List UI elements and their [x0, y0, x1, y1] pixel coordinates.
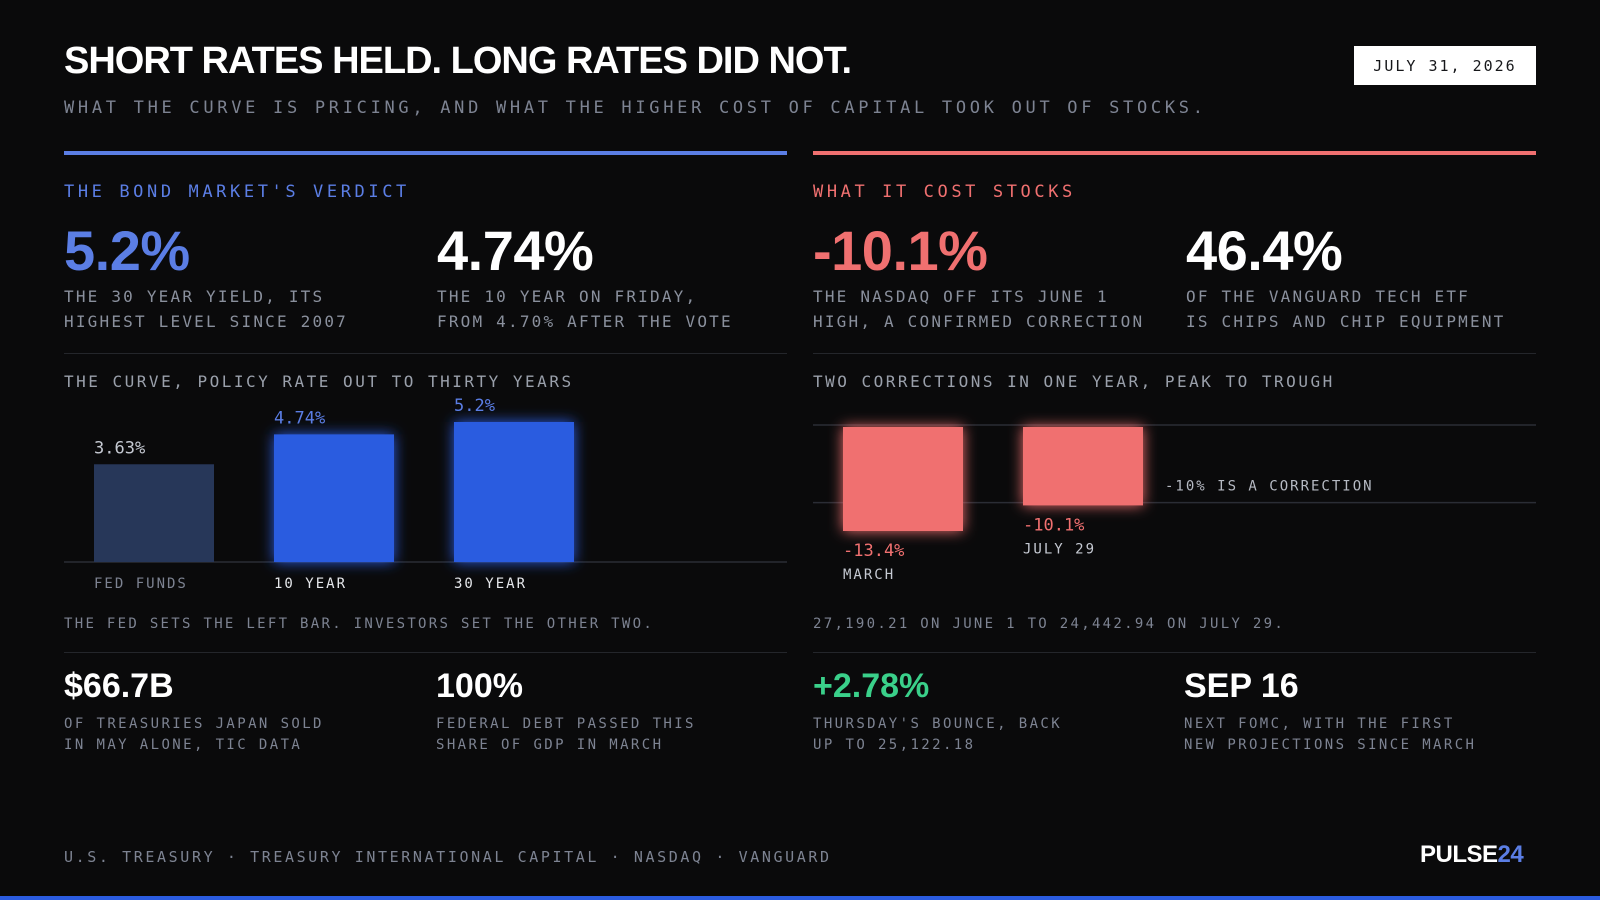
- caption-line: OF TREASURIES JAPAN SOLD: [64, 716, 324, 732]
- date-badge: JULY 31, 2026: [1354, 46, 1536, 85]
- threshold-label: -10% IS A CORRECTION: [1165, 479, 1374, 495]
- caption-line: NEXT FOMC, WITH THE FIRST: [1184, 716, 1455, 732]
- caption-line: IN MAY ALONE, TIC DATA: [64, 737, 303, 753]
- yield-curve-chart-title: THE CURVE, POLICY RATE OUT TO THIRTY YEA…: [64, 372, 574, 391]
- nasdaq-drawdown-value: -10.1%: [813, 219, 988, 282]
- left-divider-top: [64, 353, 787, 354]
- page-subtitle: WHAT THE CURVE IS PRICING, AND WHAT THE …: [64, 98, 1207, 118]
- caption-line: OF THE VANGUARD TECH ETF: [1186, 287, 1470, 306]
- yield-bar: [274, 434, 394, 562]
- next-fomc-value: SEP 16: [1184, 667, 1299, 705]
- left-divider-bottom: [64, 652, 787, 653]
- logo-main: PULSE: [1420, 841, 1498, 868]
- caption-line: HIGHEST LEVEL SINCE 2007: [64, 312, 348, 331]
- thirty-year-yield-value: 5.2%: [64, 219, 190, 282]
- yield-chart-note: THE FED SETS THE LEFT BAR. INVESTORS SET…: [64, 616, 655, 632]
- bar-value-label: 3.63%: [94, 438, 145, 458]
- bar-category-label: MARCH: [843, 567, 895, 583]
- debt-to-gdp-caption: FEDERAL DEBT PASSED THIS SHARE OF GDP IN…: [436, 714, 696, 756]
- caption-line: THURSDAY'S BOUNCE, BACK: [813, 716, 1063, 732]
- bar-value-label: -13.4%: [843, 541, 904, 561]
- nasdaq-drawdown-caption: THE NASDAQ OFF ITS JUNE 1 HIGH, A CONFIR…: [813, 284, 1144, 334]
- caption-line: IS CHIPS AND CHIP EQUIPMENT: [1186, 312, 1506, 331]
- japan-treasury-sales-caption: OF TREASURIES JAPAN SOLD IN MAY ALONE, T…: [64, 714, 324, 756]
- bottom-accent-bar: [0, 896, 1600, 900]
- corrections-chart-title: TWO CORRECTIONS IN ONE YEAR, PEAK TO TRO…: [813, 372, 1335, 391]
- bar-value-label: 4.74%: [274, 408, 325, 428]
- left-section-heading: THE BOND MARKET'S VERDICT: [64, 182, 410, 202]
- ten-year-yield-value: 4.74%: [437, 219, 594, 282]
- yield-bar: [94, 464, 214, 562]
- logo-accent: 24: [1497, 841, 1524, 868]
- debt-to-gdp-value: 100%: [436, 667, 523, 705]
- correction-bar: [843, 427, 963, 531]
- caption-line: UP TO 25,122.18: [813, 737, 976, 753]
- pulse24-logo: PULSE24: [1420, 841, 1524, 869]
- left-accent-rule: [64, 151, 787, 155]
- caption-line: NEW PROJECTIONS SINCE MARCH: [1184, 737, 1477, 753]
- right-accent-rule: [813, 151, 1536, 155]
- sources-line: U.S. TREASURY · TREASURY INTERNATIONAL C…: [64, 848, 832, 866]
- caption-line: THE 30 YEAR YIELD, ITS: [64, 287, 325, 306]
- corrections-chart-note: 27,190.21 ON JUNE 1 TO 24,442.94 ON JULY…: [813, 616, 1286, 632]
- caption-line: FEDERAL DEBT PASSED THIS: [436, 716, 696, 732]
- yield-bar: [454, 422, 574, 562]
- caption-line: THE 10 YEAR ON FRIDAY,: [437, 287, 698, 306]
- corrections-chart: -10% IS A CORRECTION -13.4% MARCH -10.1% JUL…: [813, 424, 1536, 583]
- bar-category-label: JULY 29: [1023, 541, 1096, 557]
- thursday-bounce-caption: THURSDAY'S BOUNCE, BACK UP TO 25,122.18: [813, 714, 1062, 756]
- next-fomc-caption: NEXT FOMC, WITH THE FIRST NEW PROJECTION…: [1184, 714, 1476, 756]
- right-divider-top: [813, 353, 1536, 354]
- caption-line: SHARE OF GDP IN MARCH: [436, 737, 664, 753]
- bar-value-label: 5.2%: [454, 396, 495, 416]
- japan-treasury-sales-value: $66.7B: [64, 667, 174, 705]
- ten-year-yield-caption: THE 10 YEAR ON FRIDAY, FROM 4.70% AFTER …: [437, 284, 733, 334]
- yield-curve-chart: 3.63% FED FUNDS 4.74% 10 YEAR 5.2% 30 YEAR: [64, 396, 787, 592]
- bar-category-label: 30 YEAR: [454, 576, 527, 592]
- page-title: SHORT RATES HELD. LONG RATES DID NOT.: [64, 40, 852, 82]
- caption-line: THE NASDAQ OFF ITS JUNE 1: [813, 287, 1109, 306]
- bar-category-label: FED FUNDS: [94, 576, 188, 592]
- caption-line: HIGH, A CONFIRMED CORRECTION: [813, 312, 1145, 331]
- tech-etf-chips-value: 46.4%: [1186, 219, 1343, 282]
- right-divider-bottom: [813, 652, 1536, 653]
- thirty-year-yield-caption: THE 30 YEAR YIELD, ITS HIGHEST LEVEL SIN…: [64, 284, 348, 334]
- bar-category-label: 10 YEAR: [274, 576, 347, 592]
- bar-value-label: -10.1%: [1023, 515, 1084, 535]
- caption-line: FROM 4.70% AFTER THE VOTE: [437, 312, 733, 331]
- right-section-heading: WHAT IT COST STOCKS: [813, 182, 1076, 202]
- tech-etf-chips-caption: OF THE VANGUARD TECH ETF IS CHIPS AND CH…: [1186, 284, 1506, 334]
- thursday-bounce-value: +2.78%: [813, 667, 930, 705]
- correction-bar: [1023, 427, 1143, 506]
